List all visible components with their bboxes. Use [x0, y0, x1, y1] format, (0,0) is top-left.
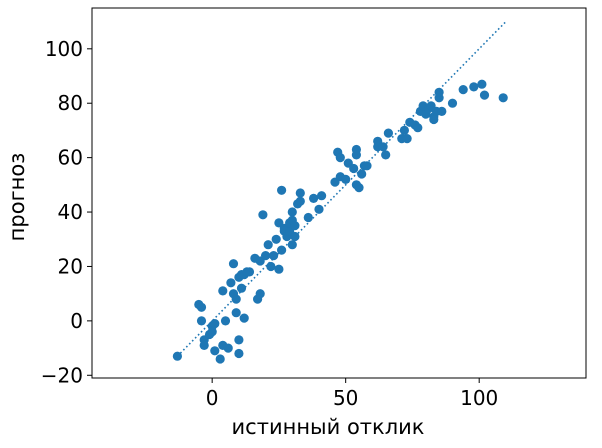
data-point: [295, 188, 305, 198]
data-point: [362, 161, 372, 171]
data-point: [303, 212, 313, 223]
data-point: [351, 144, 361, 155]
data-point: [255, 289, 265, 299]
data-point: [402, 134, 412, 144]
x-axis-label: истинный отклик: [232, 415, 425, 439]
data-point: [215, 354, 225, 364]
data-point: [244, 267, 255, 277]
data-point: [309, 193, 319, 203]
data-point: [295, 196, 305, 206]
y-tick-label: 100: [45, 37, 83, 61]
data-point: [258, 210, 268, 220]
y-axis-label: прогноз: [5, 153, 29, 242]
data-point: [413, 123, 423, 133]
data-point: [317, 191, 327, 201]
y-tick-label: 40: [58, 200, 83, 224]
data-point: [383, 128, 393, 138]
y-tick-label: 80: [58, 91, 83, 115]
data-point: [234, 335, 244, 345]
y-tick-label: 20: [58, 254, 83, 278]
data-point: [236, 283, 247, 293]
data-point: [469, 82, 479, 92]
data-point: [477, 79, 487, 89]
data-point: [231, 308, 241, 318]
y-axis-ticks: −20 0 20 40 60 80 100: [41, 37, 92, 387]
data-point: [218, 286, 228, 296]
data-point: [429, 114, 439, 125]
data-point: [287, 207, 297, 217]
plot-area: [172, 21, 508, 364]
data-point: [172, 351, 182, 361]
reference-line-group: [176, 21, 507, 357]
data-point: [335, 153, 345, 163]
data-point: [266, 261, 276, 272]
data-point: [207, 327, 217, 337]
data-point: [263, 240, 273, 250]
data-point: [226, 278, 236, 288]
data-point: [378, 142, 388, 152]
data-point: [277, 245, 287, 255]
data-point: [228, 259, 239, 269]
x-tick-label: 50: [333, 386, 358, 410]
data-point: [196, 302, 207, 312]
data-point: [210, 319, 220, 329]
data-point: [354, 183, 364, 193]
data-point: [274, 264, 284, 274]
data-point: [290, 231, 300, 242]
data-point: [196, 316, 207, 326]
reference-line: [176, 21, 507, 357]
data-point: [231, 294, 241, 304]
data-point: [399, 125, 409, 135]
data-points: [172, 79, 508, 364]
x-axis-ticks: 0 50 100: [206, 378, 498, 410]
data-point: [458, 85, 468, 95]
x-tick-label: 0: [206, 386, 219, 410]
data-point: [220, 316, 231, 326]
data-point: [239, 313, 249, 323]
y-tick-label: 60: [58, 146, 83, 170]
data-point: [287, 240, 297, 250]
data-point: [437, 106, 447, 116]
data-point: [290, 221, 300, 231]
x-tick-label: 100: [460, 386, 498, 410]
data-point: [341, 174, 351, 184]
data-point: [223, 343, 233, 353]
data-point: [199, 340, 209, 350]
data-point: [277, 185, 287, 195]
data-point: [314, 204, 324, 214]
y-tick-label: 0: [70, 309, 83, 333]
data-point: [357, 169, 367, 179]
data-point: [261, 251, 271, 261]
data-point: [349, 163, 359, 174]
y-tick-label: −20: [41, 363, 83, 387]
data-point: [381, 150, 391, 160]
data-point: [271, 234, 281, 244]
axes-frame: [91, 7, 587, 379]
data-point: [234, 348, 244, 359]
data-point: [498, 93, 508, 103]
data-point: [434, 87, 444, 97]
data-point: [210, 346, 220, 356]
data-point: [447, 98, 458, 108]
data-point: [479, 90, 490, 100]
data-point: [269, 251, 279, 261]
